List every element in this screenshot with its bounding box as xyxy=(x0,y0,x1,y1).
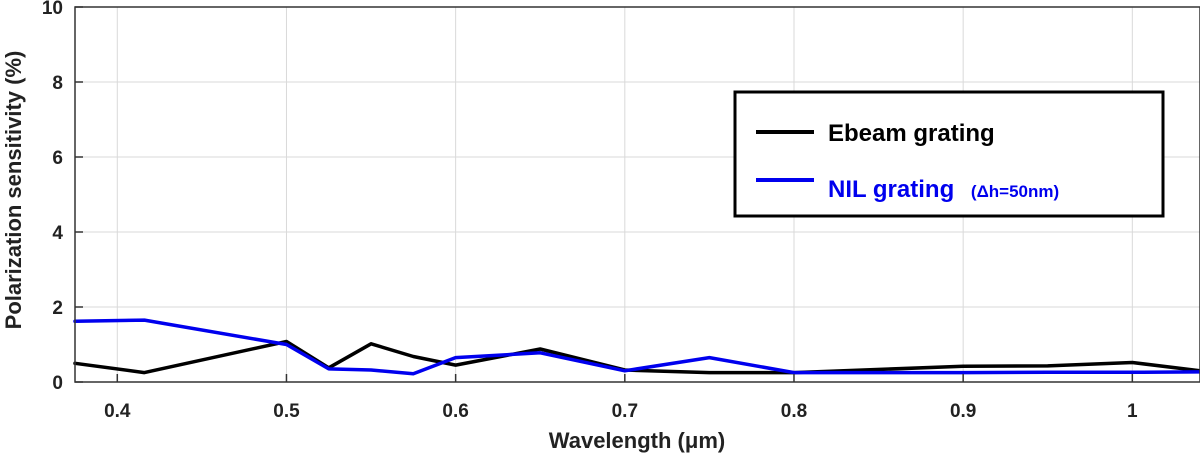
x-tick-label: 0.4 xyxy=(104,401,131,422)
series-line-nil xyxy=(73,318,1200,376)
y-tick-label: 8 xyxy=(52,73,63,94)
legend-label-nil-suffix: (Δh=50nm) xyxy=(971,182,1059,201)
legend: Ebeam grating NIL grating (Δh=50nm) xyxy=(733,90,1165,218)
y-tick-label: 10 xyxy=(42,0,63,19)
x-tick-label: 0.9 xyxy=(950,401,976,422)
legend-label-nil-main: NIL grating xyxy=(828,176,954,203)
x-tick-label: 0.5 xyxy=(273,401,300,422)
legend-label-nil: NIL grating (Δh=50nm) xyxy=(828,176,1059,203)
y-axis-label: Polarization sensitivity (%) xyxy=(1,51,26,330)
x-axis: 0.4 0.5 0.6 0.7 0.8 0.9 1 xyxy=(104,374,1138,422)
series-lines xyxy=(73,318,1200,376)
x-tick-label: 1 xyxy=(1127,401,1138,422)
y-tick-label: 6 xyxy=(52,148,63,169)
legend-box xyxy=(733,90,1165,218)
y-tick-label: 0 xyxy=(52,373,63,394)
x-axis-label: Wavelength (μm) xyxy=(549,428,725,453)
legend-label-ebeam: Ebeam grating xyxy=(828,120,995,147)
x-tick-label: 0.6 xyxy=(442,401,468,422)
y-tick-label: 4 xyxy=(52,223,63,244)
series-line-ebeam xyxy=(73,339,1200,375)
x-tick-label: 0.8 xyxy=(781,401,807,422)
y-axis: 0 2 4 6 8 10 xyxy=(42,0,83,394)
y-tick-label: 2 xyxy=(52,298,63,319)
x-tick-label: 0.7 xyxy=(612,401,638,422)
plot-frame xyxy=(74,6,1200,383)
